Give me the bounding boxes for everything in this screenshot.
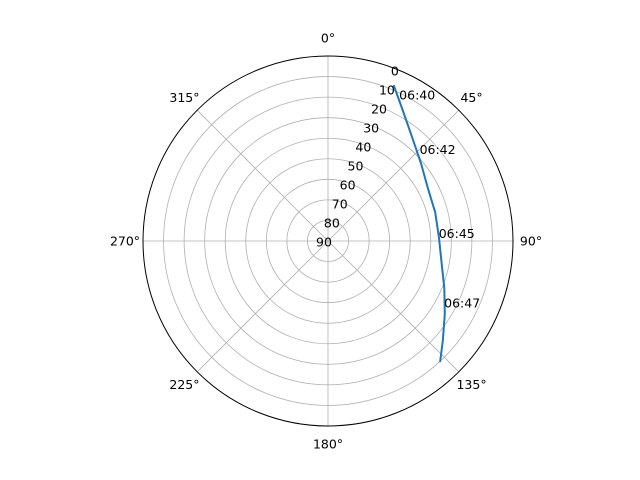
theta-tick-label-90: 90° — [520, 234, 542, 249]
theta-grid-line-315 — [196, 109, 329, 242]
theta-tick-label-315: 315° — [169, 90, 199, 105]
time-annotation-3: 06:47 — [444, 295, 480, 310]
time-annotation-1: 06:42 — [420, 142, 456, 157]
r-tick-label-50: 50 — [348, 159, 364, 174]
theta-grid-line-45 — [327, 109, 460, 242]
grid-layer — [142, 55, 514, 427]
theta-tick-label-180: 180° — [313, 437, 343, 452]
r-tick-label-20: 20 — [371, 102, 387, 117]
r-tick-label-30: 30 — [363, 121, 379, 136]
r-tick-label-60: 60 — [340, 178, 356, 193]
r-tick-label-90: 90 — [316, 235, 332, 250]
theta-tick-label-225: 225° — [169, 377, 199, 392]
label-layer: 0° 45° 90° 135° 180° 225° 270° 315° 0 10 20 30 40 50 6… — [110, 31, 542, 452]
polar-frame — [142, 55, 514, 427]
theta-tick-label-270: 270° — [110, 234, 140, 249]
series-layer — [392, 84, 446, 363]
theta-tick-label-0: 0° — [321, 31, 335, 46]
r-tick-label-40: 40 — [355, 140, 371, 155]
theta-grid-line-135 — [327, 240, 460, 373]
time-annotation-0: 06:40 — [399, 88, 435, 103]
theta-grid-line-225 — [196, 240, 329, 373]
theta-tick-label-45: 45° — [460, 90, 482, 105]
time-annotation-2: 06:45 — [439, 226, 475, 241]
r-tick-label-70: 70 — [332, 197, 348, 212]
r-tick-label-10: 10 — [379, 83, 395, 98]
r-tick-label-0: 0 — [391, 64, 399, 79]
series-line-0 — [392, 84, 446, 363]
r-tick-label-80: 80 — [324, 216, 340, 231]
theta-tick-label-135: 135° — [456, 377, 486, 392]
